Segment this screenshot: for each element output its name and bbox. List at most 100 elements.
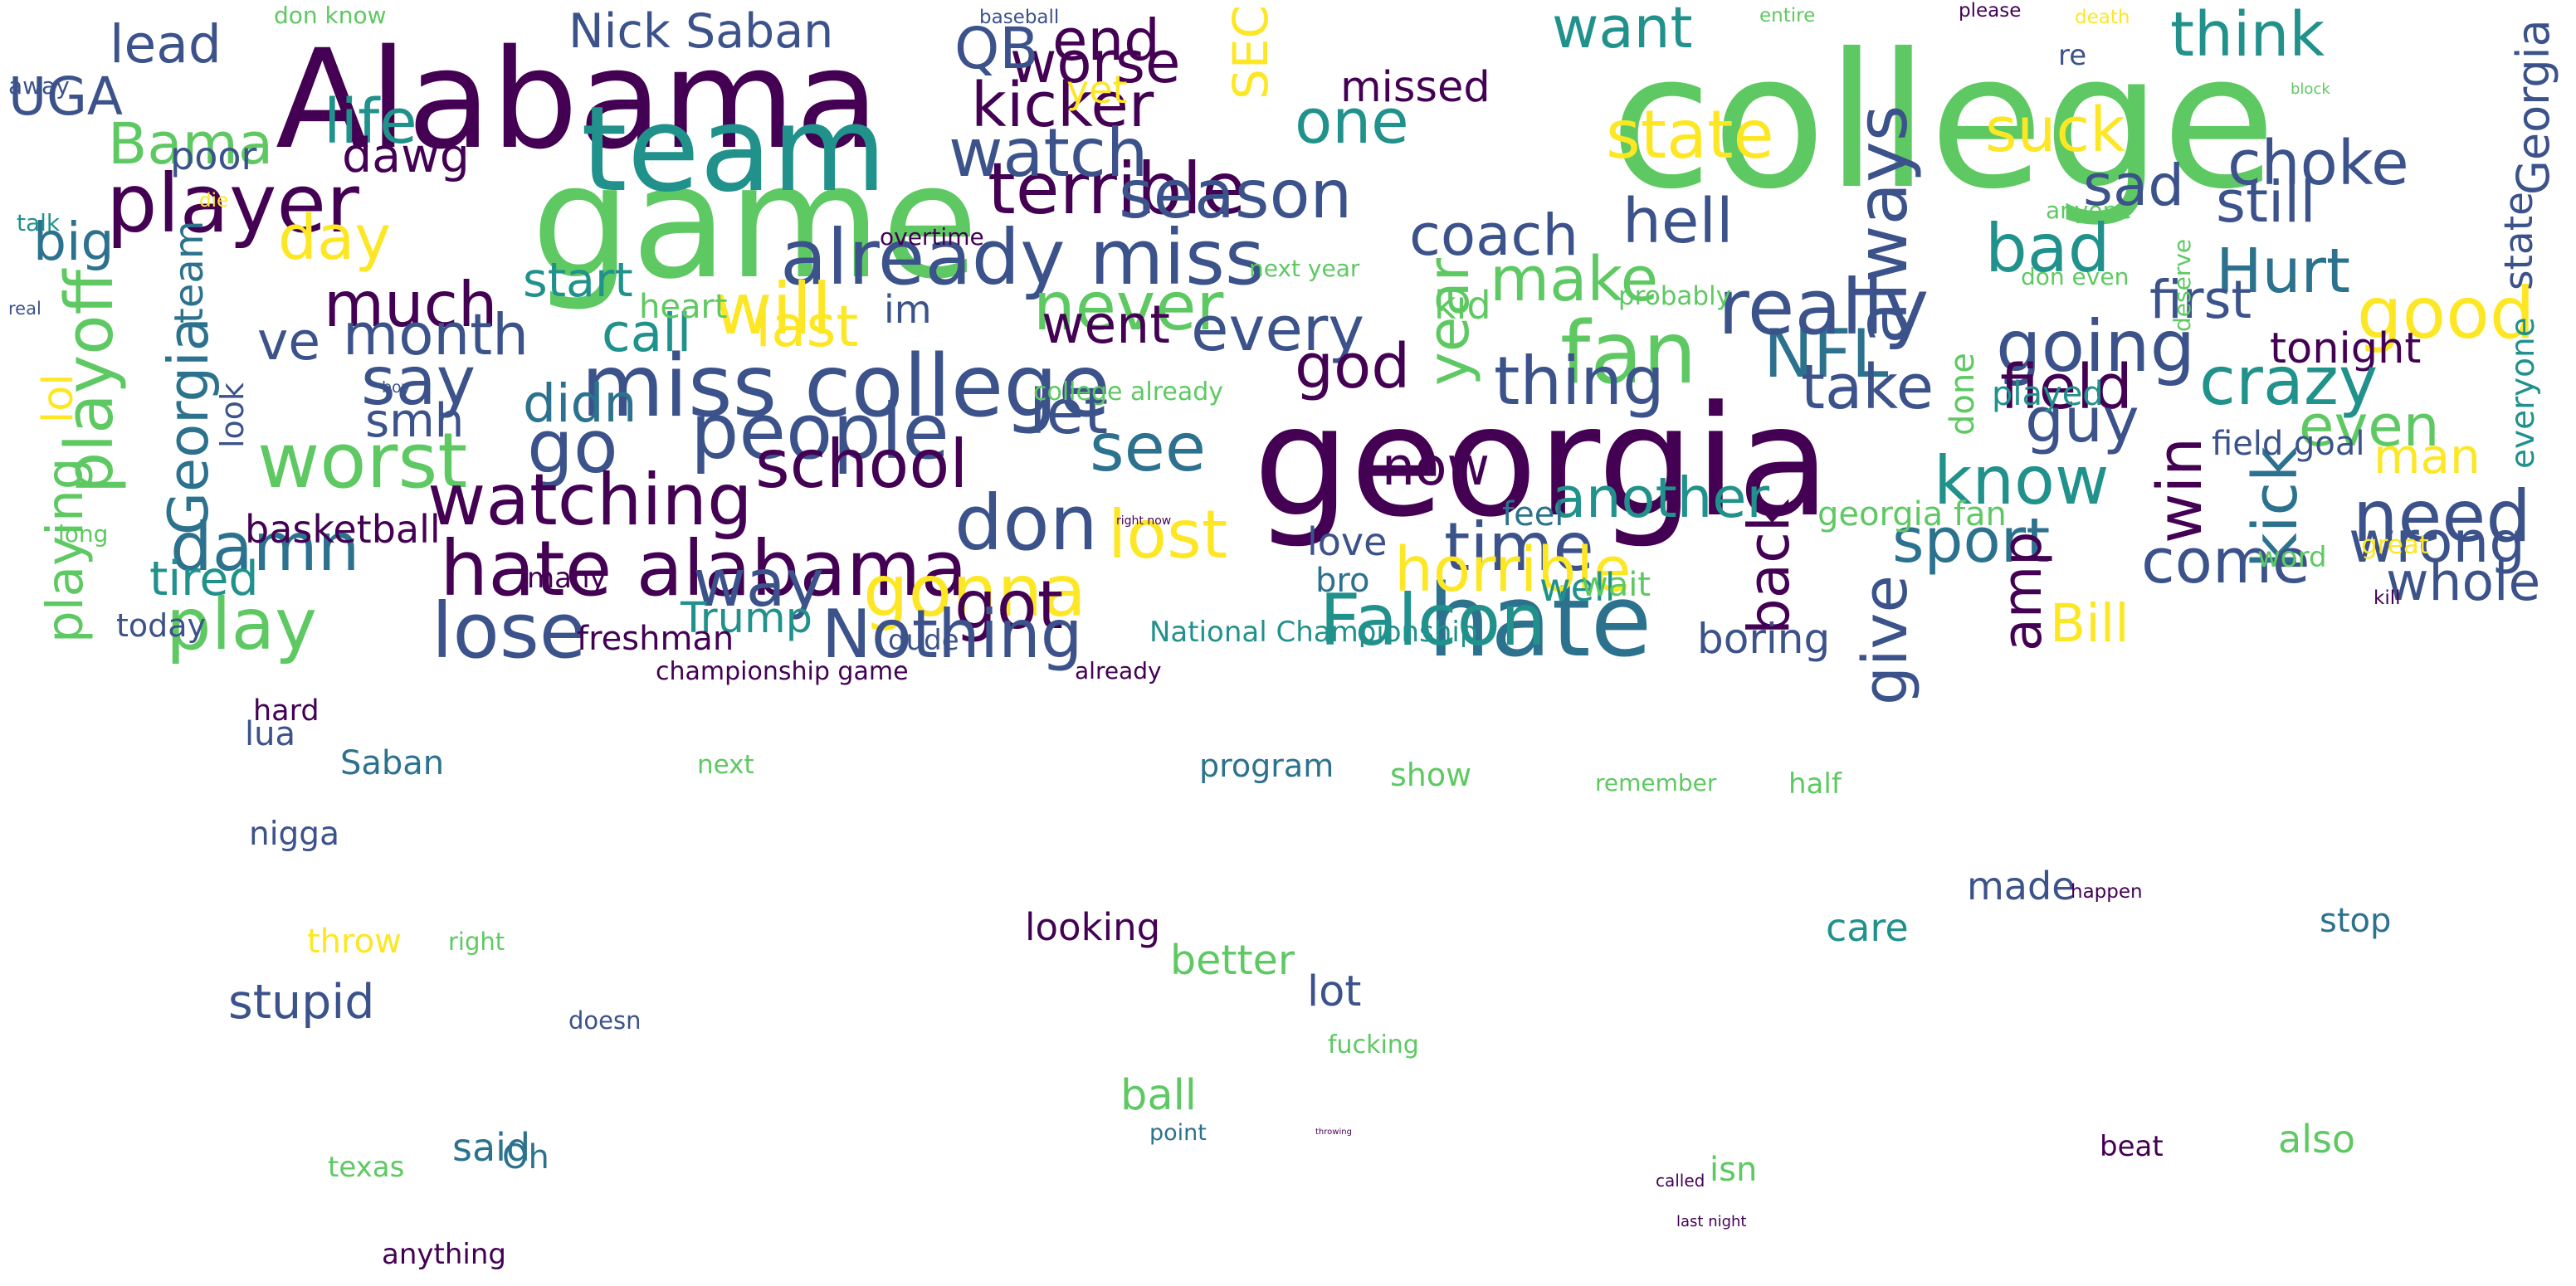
- cloud-word-georgia: Georgia: [2506, 19, 2559, 195]
- cloud-word-make: make: [1490, 244, 1659, 315]
- cloud-word-oh: Oh: [502, 1138, 549, 1176]
- cloud-word-great: great: [2361, 530, 2429, 560]
- cloud-word-many: many: [527, 562, 607, 595]
- cloud-word-qb: QB: [954, 16, 1039, 82]
- cloud-word-college: college: [1610, 13, 2276, 230]
- cloud-word-crazy: crazy: [2199, 343, 2378, 420]
- cloud-word-stupid: stupid: [228, 975, 375, 1030]
- cloud-word-wrong: wrong: [2349, 509, 2526, 576]
- cloud-word-damn: damn: [170, 509, 360, 586]
- cloud-word-baseball: baseball: [979, 7, 1060, 28]
- cloud-word-give: give: [1850, 575, 1921, 705]
- cloud-word-never: never: [1033, 268, 1224, 345]
- cloud-word-sec: SEC: [1222, 5, 1279, 100]
- cloud-word-fan: fan: [1560, 304, 1697, 403]
- cloud-word-played: played: [1992, 375, 2104, 413]
- cloud-word-call: call: [602, 303, 692, 363]
- cloud-word-texas: texas: [328, 1151, 405, 1184]
- cloud-word-better: better: [1170, 937, 1295, 984]
- cloud-word-field-goal: field goal: [2212, 425, 2365, 463]
- cloud-word-poor: poor: [170, 134, 257, 178]
- cloud-word-boring: boring: [1697, 615, 1831, 663]
- cloud-word-looking: looking: [1025, 905, 1161, 949]
- cloud-word-month: month: [343, 302, 529, 368]
- cloud-word-away: away: [8, 72, 70, 100]
- cloud-word-stop: stop: [2320, 902, 2392, 940]
- cloud-word-smh: smh: [365, 394, 465, 448]
- cloud-word-nigga: nigga: [249, 815, 339, 853]
- cloud-word-lol: lol: [34, 373, 83, 423]
- cloud-word-feel: feel: [1502, 495, 1564, 533]
- cloud-word-lot: lot: [1307, 967, 1362, 1016]
- cloud-word-sport: sport: [1892, 505, 2051, 577]
- cloud-word-tired: tired: [149, 552, 259, 606]
- cloud-word-hate: hate: [1427, 564, 1652, 680]
- cloud-word-suck: suck: [1985, 95, 2125, 166]
- cloud-word-anything: anything: [382, 1238, 506, 1271]
- cloud-word-player: player: [106, 157, 359, 251]
- cloud-word-basketball: basketball: [245, 507, 441, 552]
- cloud-word-doesn: doesn: [568, 1006, 642, 1035]
- cloud-word-choke: choke: [2227, 128, 2409, 199]
- cloud-word-kid: kid: [1434, 283, 1491, 328]
- cloud-word-don-even: don even: [2021, 263, 2130, 290]
- cloud-word-today: today: [116, 607, 207, 644]
- cloud-word-lose: lose: [432, 587, 587, 675]
- cloud-word-play: play: [166, 583, 318, 666]
- cloud-word-last: last: [755, 294, 859, 360]
- cloud-word-field: field: [2000, 352, 2133, 423]
- cloud-word-called: called: [1656, 1170, 1705, 1191]
- cloud-word-deserve: deserve: [2169, 238, 2196, 332]
- cloud-word-already-miss: already miss: [780, 213, 1265, 302]
- cloud-word-watching: watching: [427, 459, 753, 542]
- cloud-word-take: take: [1801, 352, 1934, 423]
- cloud-word-care: care: [1826, 905, 1909, 950]
- cloud-word-ve: ve: [257, 311, 321, 372]
- cloud-word-re: re: [2058, 39, 2087, 72]
- cloud-word-bad: bad: [1985, 210, 2110, 287]
- cloud-word-people: people: [690, 387, 949, 476]
- cloud-word-im: im: [884, 287, 932, 332]
- cloud-word-really: really: [1718, 263, 1930, 352]
- cloud-word-made: made: [1967, 864, 2076, 908]
- cloud-word-horrible: horrible: [1394, 534, 1632, 606]
- cloud-word-don: don: [954, 479, 1098, 567]
- cloud-word-falcon: Falcon: [1320, 579, 1546, 662]
- cloud-word-beat: beat: [2100, 1130, 2164, 1163]
- cloud-word-alabama: Alabama: [276, 20, 880, 179]
- cloud-word-lua: lua: [245, 715, 295, 753]
- cloud-word-dawg: dawg: [342, 129, 470, 183]
- cloud-word-talk: talk: [17, 209, 61, 236]
- cloud-word-first: first: [2149, 270, 2252, 330]
- cloud-word-day: day: [278, 202, 392, 274]
- cloud-word-see: see: [1090, 409, 1207, 486]
- cloud-word-next-year: next year: [1249, 255, 1360, 282]
- cloud-word-nfl: NFL: [1764, 315, 1889, 392]
- cloud-word-think: think: [2170, 0, 2325, 71]
- cloud-word-kill: kill: [2374, 587, 2401, 609]
- cloud-word-hurt: Hurt: [2216, 236, 2350, 307]
- cloud-word-time: time: [1444, 509, 1594, 586]
- cloud-word-whole: whole: [2386, 552, 2541, 612]
- cloud-word-right-now: right now: [1116, 514, 1172, 528]
- cloud-word-going: going: [1996, 305, 2196, 388]
- cloud-word-wait: wait: [1581, 566, 1651, 604]
- cloud-word-playing: playing: [35, 457, 95, 643]
- cloud-word-die: die: [199, 190, 229, 212]
- cloud-word-happen: happen: [2071, 880, 2143, 903]
- cloud-word-come: come: [2141, 526, 2310, 597]
- cloud-word-another: another: [1552, 465, 1770, 530]
- cloud-word-don-know: don know: [274, 2, 387, 29]
- cloud-word-look: look: [214, 382, 251, 448]
- cloud-word-love: love: [1307, 519, 1388, 564]
- cloud-word-entire: entire: [1759, 5, 1816, 27]
- cloud-word-georgia-fan: georgia fan: [1817, 495, 2007, 533]
- cloud-word-go: go: [527, 404, 618, 490]
- cloud-word-god: god: [1295, 331, 1411, 402]
- cloud-word-watch: watch: [949, 114, 1149, 192]
- cloud-word-point: point: [1149, 1119, 1207, 1146]
- cloud-word-even: even: [2299, 393, 2440, 460]
- cloud-word-block: block: [2291, 80, 2330, 98]
- cloud-word-life: life: [324, 86, 417, 158]
